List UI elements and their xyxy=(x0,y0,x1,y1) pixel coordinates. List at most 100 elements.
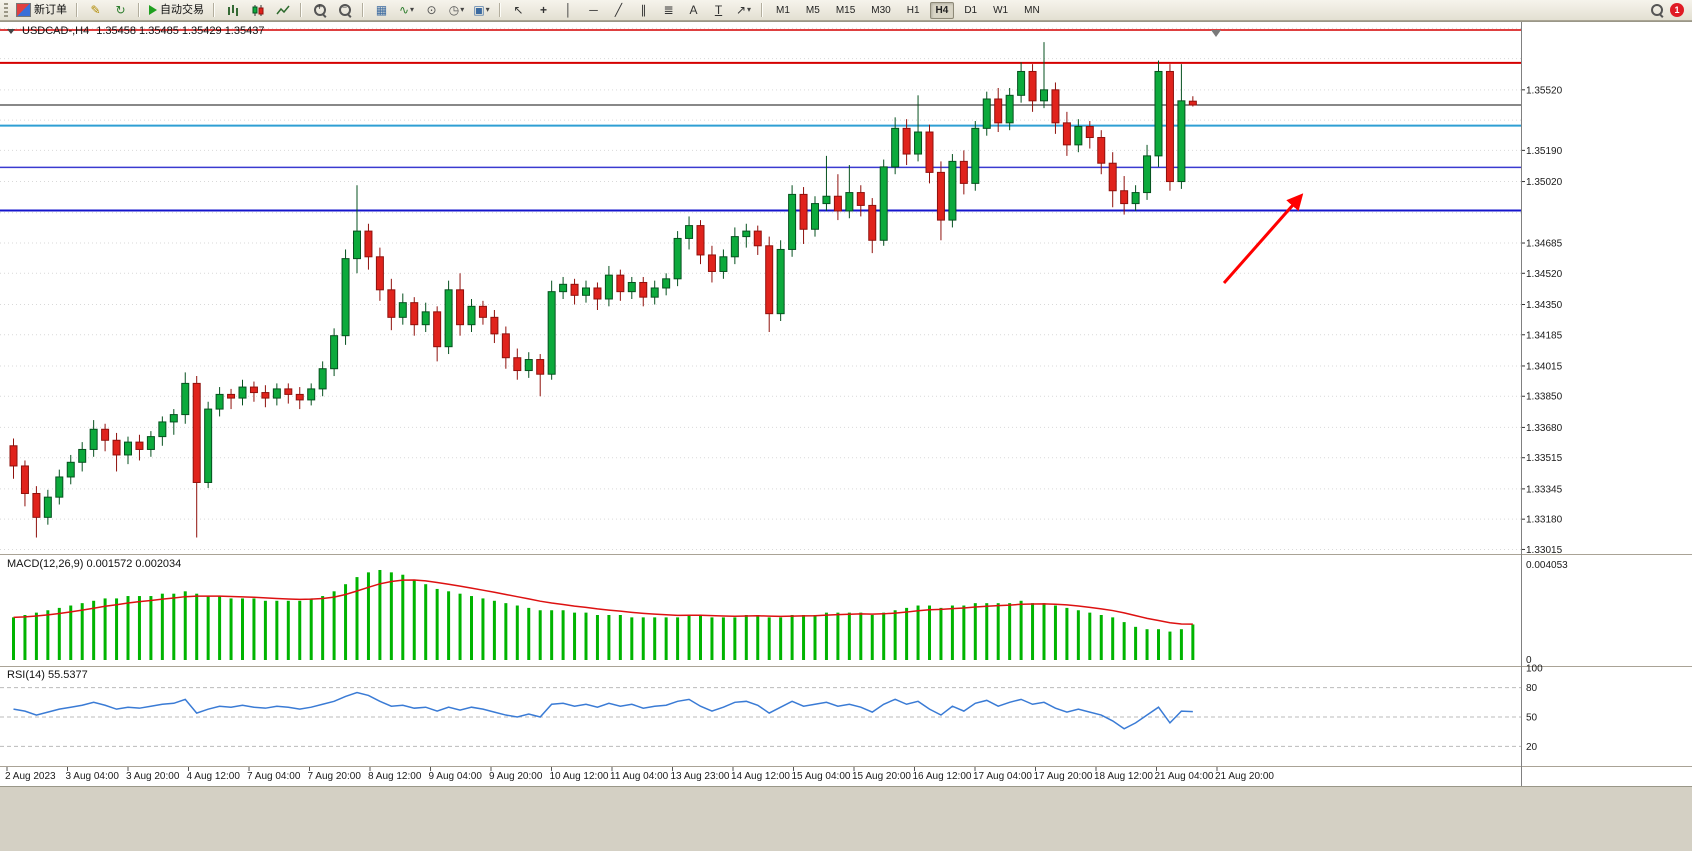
notification-badge[interactable]: 1 xyxy=(1670,3,1684,17)
clock-icon: ◷ xyxy=(448,3,460,17)
macd-signal-line xyxy=(13,579,1193,625)
macd-histogram-bar xyxy=(676,617,680,660)
crosshair-tool-button[interactable]: + xyxy=(532,1,555,20)
macd-histogram-bar xyxy=(1088,612,1092,660)
timeframe-button-m15[interactable]: M15 xyxy=(835,4,856,16)
label-tool-button[interactable]: T xyxy=(707,1,730,20)
macd-histogram-bar xyxy=(687,614,691,660)
macd-histogram-bar xyxy=(836,612,840,660)
macd-histogram-bar xyxy=(447,591,451,660)
one-click-trading-toggle-icon[interactable] xyxy=(7,28,15,34)
template-button[interactable]: ▣ ▾ xyxy=(473,3,490,17)
timeframe-button-m5[interactable]: M5 xyxy=(805,4,820,16)
time-axis-label: 18 Aug 12:00 xyxy=(1094,771,1153,782)
macd-histogram-bar xyxy=(744,614,748,660)
candle-chart-mode-button[interactable] xyxy=(246,1,269,20)
time-axis-label: 21 Aug 20:00 xyxy=(1215,771,1274,782)
search-icon[interactable] xyxy=(1650,3,1664,17)
rsi-scale-label: 20 xyxy=(1526,742,1538,753)
timeframe-button-w1[interactable]: W1 xyxy=(993,4,1009,16)
macd-histogram-bar xyxy=(950,605,954,660)
macd-histogram-bar xyxy=(115,598,119,660)
macd-histogram-bar xyxy=(172,593,176,660)
price-axis-label: 1.33345 xyxy=(1526,484,1563,495)
macd-histogram-bar xyxy=(515,605,519,660)
macd-histogram-bar xyxy=(401,574,405,660)
macd-histogram-bar xyxy=(882,612,886,660)
text-tool-icon: A xyxy=(689,3,698,17)
macd-histogram-bar xyxy=(263,600,267,660)
timeframe-button-d1[interactable]: D1 xyxy=(964,4,978,16)
autotrade-button[interactable]: 自动交易 xyxy=(146,1,207,20)
rsi-indicator-label: RSI(14) 55.5377 xyxy=(7,669,88,681)
chart-shift-marker[interactable] xyxy=(1211,30,1221,37)
macd-histogram-bar xyxy=(149,596,153,660)
timeframe-button-m30[interactable]: M30 xyxy=(871,4,891,16)
label-tool-icon: T xyxy=(714,3,723,17)
cursor-tool-button[interactable]: ↖ xyxy=(507,1,530,20)
macd-histogram-bar xyxy=(985,603,989,660)
timeframe-button-h1[interactable]: H1 xyxy=(906,4,920,16)
fibonacci-tool-button[interactable]: ≣ xyxy=(657,1,680,20)
refresh-button[interactable]: ↻ xyxy=(109,1,132,20)
metaeditor-button[interactable]: ✎ xyxy=(84,1,107,20)
time-axis-label: 2 Aug 2023 xyxy=(5,771,56,782)
macd-histogram-bar xyxy=(241,598,244,660)
time-axis-label: 4 Aug 12:00 xyxy=(187,771,241,782)
new-order-button[interactable]: 新订单 xyxy=(13,1,70,20)
time-axis-label: 14 Aug 12:00 xyxy=(731,771,790,782)
arrows-tool-button[interactable]: ↗ ▾ xyxy=(735,3,752,17)
horizontal-line-tool-button[interactable]: ─ xyxy=(582,1,605,20)
time-axis-label: 16 Aug 12:00 xyxy=(913,771,972,782)
rsi-scale-label: 50 xyxy=(1526,713,1538,724)
vertical-line-tool-button[interactable]: │ xyxy=(557,1,580,20)
macd-histogram-bar xyxy=(492,600,496,660)
rsi-scale-label: 80 xyxy=(1526,683,1538,694)
macd-histogram-bar xyxy=(1099,614,1103,660)
timeframe-button-m1[interactable]: M1 xyxy=(776,4,790,16)
annotation-arrow[interactable] xyxy=(1222,193,1304,284)
macd-histogram-bar xyxy=(641,617,645,660)
bar-chart-mode-button[interactable] xyxy=(221,1,244,20)
macd-histogram-bar xyxy=(470,596,473,660)
time-axis-label: 13 Aug 23:00 xyxy=(671,771,730,782)
toolbar-gripper[interactable] xyxy=(4,3,8,17)
macd-histogram-bar xyxy=(870,614,874,660)
chart-ohlc-values: 1.35458 1.35485 1.35429 1.35437 xyxy=(96,25,265,37)
macd-histogram-bar xyxy=(939,607,943,660)
macd-histogram-bar xyxy=(607,614,611,660)
zoom-in-icon: + xyxy=(313,3,327,17)
line-chart-mode-button[interactable] xyxy=(271,1,294,20)
zoom-out-button[interactable]: − xyxy=(333,1,356,20)
macd-histogram-bar xyxy=(458,593,462,660)
bar-chart-icon xyxy=(227,4,238,16)
macd-histogram-bar xyxy=(767,617,771,660)
timeframe-button-mn[interactable]: MN xyxy=(1024,4,1040,16)
timeframe-button-h4[interactable]: H4 xyxy=(929,1,955,19)
time-axis-label: 15 Aug 04:00 xyxy=(792,771,851,782)
time-axis-label: 21 Aug 04:00 xyxy=(1155,771,1214,782)
macd-histogram-bar xyxy=(905,607,909,660)
separator xyxy=(76,3,78,17)
text-tool-button[interactable]: A xyxy=(682,1,705,20)
time-axis-label: 7 Aug 04:00 xyxy=(247,771,301,782)
macd-histogram-bar xyxy=(183,591,187,660)
line-chart-icon xyxy=(275,5,290,14)
indicators-button[interactable]: ∿ ▾ xyxy=(398,3,415,17)
macd-histogram-bar xyxy=(69,605,73,660)
zoom-in-button[interactable]: + xyxy=(308,1,331,20)
new-order-label: 新订单 xyxy=(34,3,67,16)
time-axis-label: 7 Aug 20:00 xyxy=(308,771,362,782)
macd-histogram-bar xyxy=(160,593,164,660)
metaeditor-icon: ✎ xyxy=(90,3,101,17)
tile-windows-button[interactable]: ▦ xyxy=(370,1,393,20)
channel-tool-button[interactable]: ∥ xyxy=(632,1,655,20)
macd-histogram-bar xyxy=(893,610,897,660)
macd-histogram-bar xyxy=(859,612,863,660)
trendline-tool-button[interactable]: ╱ xyxy=(607,1,630,20)
candlestick-series[interactable] xyxy=(9,42,1197,538)
macd-histogram-bar xyxy=(378,569,382,660)
objects-button[interactable]: ⊙ xyxy=(420,1,443,20)
period-clock-button[interactable]: ◷ ▾ xyxy=(448,3,465,17)
